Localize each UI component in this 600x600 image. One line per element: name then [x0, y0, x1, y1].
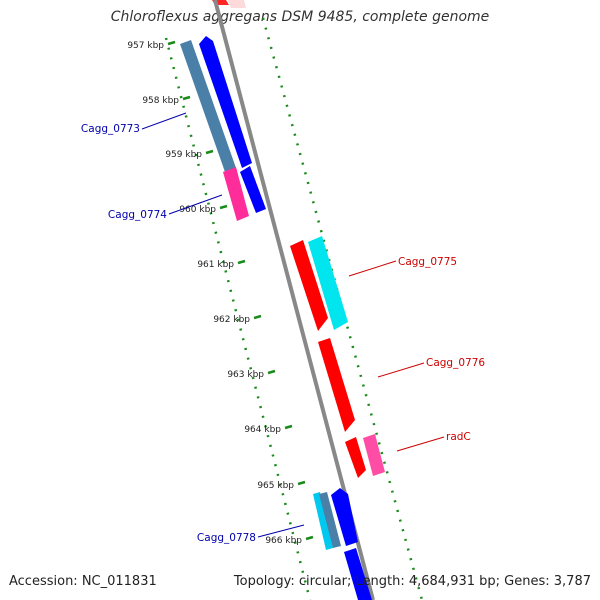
- scale-tick: [205, 149, 214, 155]
- scale-tick-label: 959 kbp: [165, 150, 202, 160]
- scale-tick: [284, 424, 293, 430]
- genome-title: Chloroflexus aggregans DSM 9485, complet…: [110, 9, 490, 25]
- gene-label[interactable]: radC: [446, 431, 471, 443]
- gene-label[interactable]: Cagg_0776: [426, 357, 485, 369]
- gene-label-leader: [377, 362, 425, 378]
- gene-radc-pink[interactable]: [363, 434, 385, 476]
- scale-tick-label: 961 kbp: [197, 260, 234, 270]
- gene-cagg-0778-steel: [319, 492, 341, 548]
- scale-tick-label: 965 kbp: [257, 481, 294, 491]
- scale-tick: [167, 40, 176, 46]
- gene-cagg-0773-blue[interactable]: [199, 36, 252, 168]
- gene-cagg-0775-cyan[interactable]: [308, 236, 348, 330]
- scale-tick: [267, 369, 276, 375]
- gene-cagg-0776-red[interactable]: [318, 338, 355, 432]
- gene-label[interactable]: Cagg_0778: [197, 532, 256, 544]
- scale-tick-label: 962 kbp: [213, 315, 250, 325]
- scale-tick-labels: 957 kbp 958 kbp 959 kbp 960 kbp 961 kbp 962 k…: [127, 41, 302, 546]
- accession-text: Accession: NC_011831: [9, 574, 157, 589]
- gene-label[interactable]: Cagg_0774: [108, 209, 167, 221]
- scale-tick-label: 963 kbp: [227, 370, 264, 380]
- scale-tick: [182, 95, 191, 101]
- gene-cagg-0778-blue-next: [344, 548, 372, 600]
- scale-tick: [219, 204, 228, 210]
- gene-label-leader: [168, 194, 223, 215]
- scale-tick-label: 960 kbp: [179, 205, 216, 215]
- gene-cagg-0773-steel: [180, 40, 236, 172]
- scale-tick: [305, 535, 314, 541]
- gene-label-leader: [348, 260, 397, 277]
- scale-tick: [297, 480, 306, 486]
- gene-cagg-0774-magenta[interactable]: [223, 167, 249, 221]
- gene-cagg-0778-cyan[interactable]: [313, 492, 333, 550]
- gene-cagg-0778-blue[interactable]: [331, 488, 358, 546]
- gene-label-leader: [141, 112, 187, 130]
- scale-tick: [237, 259, 246, 265]
- gene-label[interactable]: Cagg_0775: [398, 256, 457, 268]
- scale-tick-marks: [167, 40, 314, 541]
- genome-summary-text: Topology: circular; Length: 4,684,931 bp…: [233, 574, 591, 589]
- gene-label-leader: [257, 524, 305, 538]
- scale-tick-label: 957 kbp: [127, 41, 164, 51]
- gene-label[interactable]: Cagg_0773: [81, 123, 140, 135]
- gene-label-group: Cagg_0773 Cagg_0774 Cagg_0775 Cagg_0776 radC…: [81, 112, 485, 544]
- gene-label-leader: [396, 436, 445, 452]
- scale-tick-label: 958 kbp: [142, 96, 179, 106]
- feature-top-fragment-fade: [228, 0, 246, 8]
- gene-cagg-0775-red[interactable]: [290, 240, 328, 331]
- inner-track-guide: [164, 37, 312, 600]
- gene-cagg-0774-blue[interactable]: [240, 166, 266, 213]
- gene-radc-red-small[interactable]: [345, 437, 366, 478]
- scale-tick: [253, 314, 262, 320]
- scale-tick-label: 964 kbp: [244, 425, 281, 435]
- scale-tick-label: 966 kbp: [265, 536, 302, 546]
